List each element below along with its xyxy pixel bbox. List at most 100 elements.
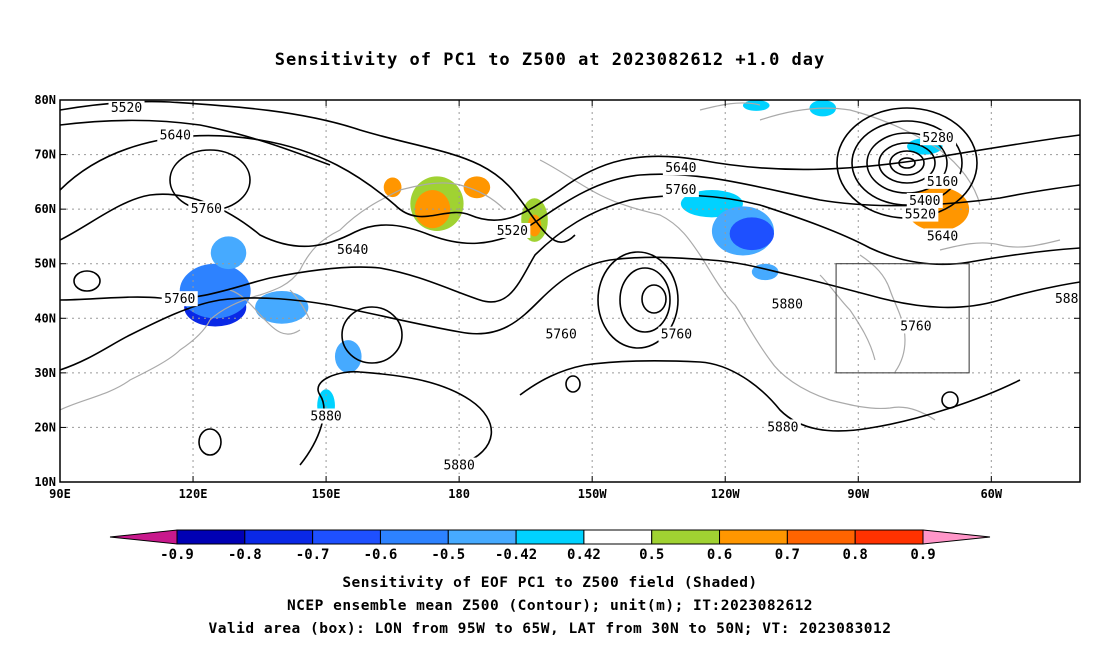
contour-label: 5760 <box>191 202 222 217</box>
contour-label-bg <box>906 192 943 208</box>
axis-labels: 90E 120E 150E 180 150W 120W 90W 60W 10N 20N 30N 40N… <box>34 93 1003 501</box>
contour-label-bg <box>902 206 939 222</box>
colorbar-label: -0.9 <box>160 547 194 563</box>
contour-label-bg <box>658 326 695 342</box>
contour-label-bg <box>334 242 371 258</box>
colorbar-bin <box>312 529 381 545</box>
contour-label-bg <box>924 228 961 244</box>
lon-label: 90W <box>847 487 869 501</box>
lat-label: 20N <box>34 420 56 434</box>
contour-label-bg <box>920 130 957 146</box>
colorbar-label: 0.42 <box>567 547 601 563</box>
contour-label-bg <box>308 408 345 424</box>
lon-label: 120E <box>179 487 208 501</box>
contour-label: 5880 <box>772 298 803 313</box>
colorbar-label: -0.6 <box>364 547 398 563</box>
lat-label: 70N <box>34 148 56 162</box>
lat-label: 60N <box>34 202 56 216</box>
colorbar-bin <box>379 529 449 545</box>
lat-label: 40N <box>34 311 56 325</box>
contour-label: 5640 <box>927 229 958 244</box>
colorbar-label: -0.5 <box>431 547 465 563</box>
colorbar-label: 0.7 <box>775 547 800 563</box>
contour-label-bg <box>161 291 198 307</box>
colorbar-label: -0.7 <box>296 547 330 563</box>
shade-patch-4 <box>334 340 362 373</box>
map-title: Sensitivity of PC1 to Z500 at 2023082612… <box>274 50 826 70</box>
contour-label: 5880 <box>310 410 341 425</box>
contour-label: 5640 <box>337 243 368 258</box>
colorbar-label: 0.9 <box>910 547 935 563</box>
contour-label-bg <box>543 326 580 342</box>
axis-ticks <box>59 99 1080 483</box>
shade-patch-9 <box>383 177 402 198</box>
caption-contour: NCEP ensemble mean Z500 (Contour); unit(… <box>286 598 814 614</box>
colorbar: -0.9 -0.8 -0.7 -0.6 -0.5 -0.42 0.42 0.5 0.6 0.7 0.… <box>109 529 991 563</box>
contour-label: 5640 <box>665 161 696 176</box>
contour-label: 5760 <box>545 328 576 343</box>
contour-label: 5280 <box>922 131 953 146</box>
contour-label-bg <box>157 127 194 143</box>
lon-label: 90E <box>49 487 71 501</box>
shade-patch-18 <box>742 100 770 111</box>
contour-label: 5520 <box>497 224 528 239</box>
colorbar-label: 0.5 <box>639 547 664 563</box>
caption-shaded: Sensitivity of EOF PC1 to Z500 field (Sh… <box>342 575 758 591</box>
contour-label: 5760 <box>661 328 692 343</box>
contour-label-bg <box>662 182 699 198</box>
contour-label: 5760 <box>665 183 696 198</box>
colorbar-label: 0.6 <box>707 547 732 563</box>
contour-label-bg <box>1052 291 1081 307</box>
colorbar-bin <box>515 529 585 545</box>
plot-frame <box>59 99 1081 483</box>
lon-label: 180 <box>448 487 470 501</box>
contour-label: 5880 <box>443 459 474 474</box>
contour-label: 5880 <box>767 420 798 435</box>
contour-label-bg <box>494 222 531 238</box>
shade-patch-3 <box>255 291 309 324</box>
lat-label: 80N <box>34 93 56 107</box>
colorbar-bin <box>176 529 246 545</box>
contour-label-bg <box>108 100 145 116</box>
colorbar-label: -0.8 <box>228 547 262 563</box>
lat-label: 30N <box>34 366 56 380</box>
colorbar-label: -0.42 <box>495 547 537 563</box>
colorbar-bin <box>719 529 788 545</box>
lon-label: 120W <box>711 487 741 501</box>
contour-label-bg <box>764 419 801 435</box>
contour-label: 5760 <box>900 319 931 334</box>
contour-label: 588 <box>1055 292 1078 307</box>
lat-label: 10N <box>34 475 56 489</box>
contour-label-bg <box>769 296 806 312</box>
colorbar-bin <box>854 529 924 545</box>
shade-patch-14 <box>729 217 775 251</box>
coastlines <box>60 102 1061 421</box>
lon-label: 150E <box>312 487 341 501</box>
caption-valid-area: Valid area (box): LON from 95W to 65W, L… <box>208 621 892 637</box>
contour-label-bg <box>188 201 225 217</box>
contour-label-bg <box>924 173 961 189</box>
contour-label: 5520 <box>905 208 936 223</box>
colorbar-bin <box>447 529 517 545</box>
colorbar-lower-triangle <box>109 529 178 545</box>
colorbar-bin <box>651 529 721 545</box>
lon-label: 150W <box>578 487 608 501</box>
colorbar-bin <box>583 529 653 545</box>
colorbar-bin <box>244 529 314 545</box>
contour-label: 5160 <box>927 175 958 190</box>
colorbar-upper-triangle <box>922 529 991 545</box>
lat-label: 50N <box>34 257 56 271</box>
shade-patch-8 <box>463 176 491 199</box>
contour-labels: 5520 5640 5760 5640 5760 5520 5640 5760 5280 5160… <box>108 100 1081 474</box>
valid-area-box <box>835 263 970 374</box>
contour-label-bg <box>662 160 699 176</box>
lon-label: 60W <box>980 487 1002 501</box>
contour-label: 5760 <box>164 292 195 307</box>
contour-label: 5400 <box>909 194 940 209</box>
contour-label: 5640 <box>160 128 191 143</box>
shade-patch-2 <box>210 236 247 270</box>
colorbar-label: 0.8 <box>843 547 868 563</box>
contour-label: 5520 <box>111 101 142 116</box>
shade-patch-1 <box>179 263 251 319</box>
